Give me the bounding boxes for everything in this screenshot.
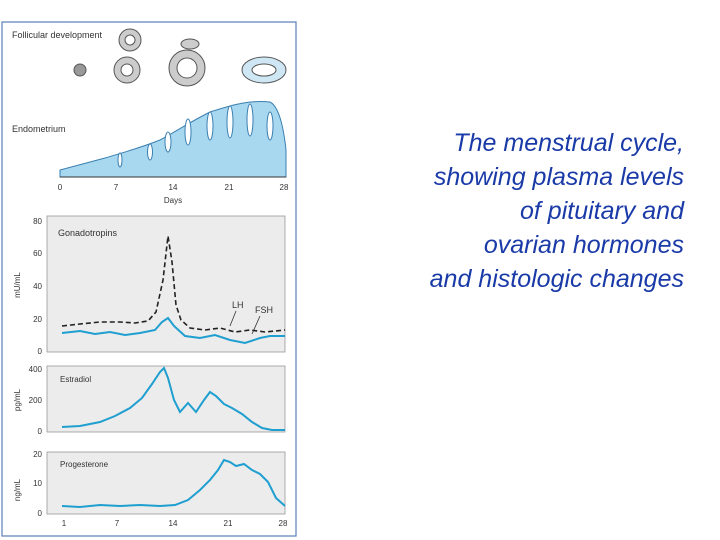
gonadotropins-ytick-40: 40 <box>33 282 42 291</box>
estradiol-curve <box>61 366 285 431</box>
days-tick-0: 0 <box>58 183 63 192</box>
estradiol-ytick-200: 200 <box>29 396 43 405</box>
lh-legend-label: LH <box>232 300 244 310</box>
progesterone-ytick-10: 10 <box>33 479 42 488</box>
gonadotropins-panel <box>46 215 286 353</box>
fsh-legend-label: FSH <box>255 305 273 315</box>
bottom-tick-labels: 1 7 14 21 28 <box>62 519 288 528</box>
progesterone-unit: ng/mL <box>13 478 22 501</box>
days-tick-7: 7 <box>114 183 119 192</box>
gonadotropins-ytick-0: 0 <box>38 347 43 356</box>
caption-line-4: ovarian hormones <box>483 231 684 259</box>
follicle-illustrations <box>73 28 287 87</box>
progesterone-ytick-0: 0 <box>38 509 43 518</box>
days-tick-labels: 0 7 14 21 28 <box>58 183 289 192</box>
caption-line-3: of pituitary and <box>520 197 684 225</box>
caption-line-2: showing plasma levels <box>433 163 684 191</box>
gonadotropins-ytick-80: 80 <box>33 217 42 226</box>
estradiol-title: Estradiol <box>60 375 91 384</box>
bottom-tick-14: 14 <box>169 519 178 528</box>
estradiol-ytick-400: 400 <box>29 365 43 374</box>
bottom-tick-1: 1 <box>62 519 67 528</box>
gonadotropins-ytick-20: 20 <box>33 315 42 324</box>
bottom-tick-28: 28 <box>279 519 288 528</box>
days-tick-14: 14 <box>169 183 178 192</box>
bottom-tick-21: 21 <box>224 519 233 528</box>
follicular-label: Follicular development <box>12 30 103 40</box>
fsh-legend-pointer <box>251 315 261 335</box>
endometrium-label: Endometrium <box>12 124 66 134</box>
progesterone-curve <box>61 458 286 509</box>
caption-line-5: and histologic changes <box>429 265 684 293</box>
bottom-tick-7: 7 <box>115 519 120 528</box>
slide-caption: The menstrual cycle, showing plasma leve… <box>300 126 684 296</box>
progesterone-ytick-20: 20 <box>33 450 42 459</box>
endometrium-illustration <box>59 101 287 178</box>
days-label: Days <box>164 196 182 205</box>
days-tick-28: 28 <box>280 183 289 192</box>
days-tick-21: 21 <box>225 183 234 192</box>
gonadotropins-unit: mU/mL <box>13 272 22 298</box>
estradiol-ytick-0: 0 <box>38 427 43 436</box>
estradiol-panel <box>46 365 286 433</box>
caption-line-1: The menstrual cycle, <box>453 129 684 157</box>
gonadotropins-title: Gonadotropins <box>58 228 118 238</box>
progesterone-panel <box>46 451 286 515</box>
lh-legend-pointer <box>229 310 237 327</box>
menstrual-cycle-figure: Follicular development Endometrium 0 7 1… <box>1 21 297 537</box>
estradiol-unit: pg/mL <box>13 388 22 411</box>
gonadotropins-ytick-60: 60 <box>33 249 42 258</box>
progesterone-title: Progesterone <box>60 460 109 469</box>
fsh-curve <box>61 316 285 345</box>
lh-curve <box>61 235 286 333</box>
